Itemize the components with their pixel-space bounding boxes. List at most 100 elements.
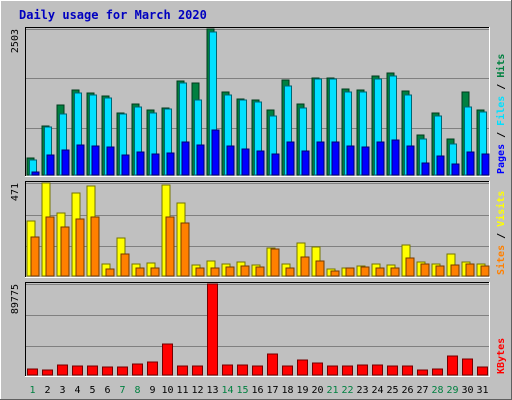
bar-pages-day-28 bbox=[436, 155, 445, 176]
bar-sites-day-9 bbox=[150, 267, 160, 277]
bar-kbytes-day-9 bbox=[147, 361, 158, 376]
bar-sites-day-3 bbox=[60, 226, 70, 277]
y-max-label: 89775 bbox=[10, 284, 21, 314]
bar-kbytes-day-22 bbox=[342, 365, 353, 376]
bar-pages-day-11 bbox=[181, 141, 190, 176]
x-tick-label-day-24: 24 bbox=[371, 385, 383, 396]
panel-kbytes: 89775 KBytes bbox=[10, 282, 507, 377]
bar-kbytes-day-26 bbox=[402, 365, 413, 376]
bar-pages-day-31 bbox=[481, 153, 490, 176]
bar-pages-day-25 bbox=[391, 139, 400, 176]
bar-kbytes-day-10 bbox=[162, 343, 173, 376]
bar-kbytes-day-24 bbox=[372, 364, 383, 376]
x-tick-label-day-22: 22 bbox=[341, 385, 353, 396]
bar-kbytes-day-30 bbox=[462, 358, 473, 376]
x-tick-label-day-16: 16 bbox=[251, 385, 263, 396]
x-tick-label-day-25: 25 bbox=[386, 385, 398, 396]
bar-sites-day-14 bbox=[225, 266, 235, 277]
x-tick-label-day-27: 27 bbox=[416, 385, 428, 396]
x-tick-label-day-9: 9 bbox=[149, 385, 155, 396]
bar-kbytes-day-21 bbox=[327, 365, 338, 376]
bar-sites-day-23 bbox=[360, 266, 370, 277]
x-tick-label-day-29: 29 bbox=[446, 385, 458, 396]
bar-pages-day-4 bbox=[76, 144, 85, 176]
bar-pages-day-26 bbox=[406, 145, 415, 176]
bar-sites-day-31 bbox=[480, 265, 490, 277]
bar-kbytes-day-7 bbox=[117, 366, 128, 376]
bar-pages-day-23 bbox=[361, 146, 370, 176]
x-tick-label-day-6: 6 bbox=[104, 385, 110, 396]
bar-kbytes-day-13 bbox=[207, 283, 218, 376]
bar-sites-day-17 bbox=[270, 248, 280, 277]
y-max-label: 471 bbox=[10, 183, 21, 201]
x-tick-label-day-15: 15 bbox=[236, 385, 248, 396]
chart-title: Daily usage for March 2020 bbox=[19, 8, 207, 22]
x-tick-label-day-14: 14 bbox=[221, 385, 233, 396]
bar-sites-day-4 bbox=[75, 218, 85, 277]
bar-pages-day-14 bbox=[226, 145, 235, 176]
bar-kbytes-day-25 bbox=[387, 365, 398, 376]
x-tick-label-day-8: 8 bbox=[134, 385, 140, 396]
bar-kbytes-day-3 bbox=[57, 364, 68, 376]
x-tick-label-day-19: 19 bbox=[296, 385, 308, 396]
bar-kbytes-day-1 bbox=[27, 368, 38, 376]
bar-pages-day-22 bbox=[346, 145, 355, 176]
x-tick-label-day-5: 5 bbox=[89, 385, 95, 396]
bar-sites-day-11 bbox=[180, 222, 190, 277]
bar-pages-day-10 bbox=[166, 152, 175, 176]
bar-kbytes-day-11 bbox=[177, 365, 188, 376]
bar-kbytes-day-8 bbox=[132, 363, 143, 376]
bar-sites-day-20 bbox=[315, 260, 325, 277]
panel-background bbox=[25, 282, 490, 377]
x-tick-label-day-23: 23 bbox=[356, 385, 368, 396]
bar-pages-day-18 bbox=[286, 141, 295, 176]
x-tick-label-day-2: 2 bbox=[44, 385, 50, 396]
bar-sites-day-13 bbox=[210, 267, 220, 277]
bar-sites-day-18 bbox=[285, 267, 295, 277]
x-tick-label-day-7: 7 bbox=[119, 385, 125, 396]
bar-kbytes-day-6 bbox=[102, 366, 113, 376]
bar-sites-day-5 bbox=[90, 216, 100, 277]
legend-separator: / bbox=[496, 227, 507, 245]
bar-pages-day-16 bbox=[256, 150, 265, 176]
bar-pages-day-7 bbox=[121, 154, 130, 176]
bar-sites-day-2 bbox=[45, 216, 55, 277]
bar-pages-day-17 bbox=[271, 153, 280, 176]
bar-pages-day-3 bbox=[61, 149, 70, 176]
legend-separator: / bbox=[496, 126, 507, 144]
legend-sites: Sites bbox=[495, 245, 507, 275]
bar-kbytes-day-12 bbox=[192, 365, 203, 376]
bar-kbytes-day-14 bbox=[222, 364, 233, 376]
x-tick-label-day-1: 1 bbox=[29, 385, 35, 396]
panel-visits-sites: 471 Sites / Visits bbox=[10, 181, 507, 278]
bar-sites-day-28 bbox=[435, 265, 445, 277]
bar-sites-day-21 bbox=[330, 270, 340, 277]
bar-kbytes-day-20 bbox=[312, 362, 323, 376]
x-axis-labels: 1 2 3 4 5 6 7 8 9 10 11 12 13 14 15 16 17 18 19 20 21 22 23 24 2… bbox=[29, 385, 488, 396]
bar-sites-day-24 bbox=[375, 267, 385, 277]
bar-kbytes-day-5 bbox=[87, 365, 98, 376]
x-tick-label-day-4: 4 bbox=[74, 385, 80, 396]
bar-sites-day-1 bbox=[30, 236, 40, 277]
bar-kbytes-day-28 bbox=[432, 368, 443, 376]
bar-kbytes-day-16 bbox=[252, 365, 263, 376]
legend-files: Files bbox=[495, 96, 507, 126]
bar-sites-day-30 bbox=[465, 263, 475, 277]
x-tick-label-day-30: 30 bbox=[461, 385, 473, 396]
bar-pages-day-12 bbox=[196, 144, 205, 176]
bar-sites-day-27 bbox=[420, 263, 430, 277]
bar-sites-day-6 bbox=[105, 268, 115, 277]
x-tick-label-day-21: 21 bbox=[326, 385, 338, 396]
x-tick-label-day-10: 10 bbox=[161, 385, 173, 396]
bar-sites-day-8 bbox=[135, 267, 145, 277]
x-tick-label-day-31: 31 bbox=[476, 385, 488, 396]
legend-kbytes: KBytes bbox=[496, 338, 507, 374]
x-tick-label-day-11: 11 bbox=[176, 385, 188, 396]
bar-kbytes-day-27 bbox=[417, 369, 428, 376]
bar-kbytes-day-29 bbox=[447, 355, 458, 376]
bar-sites-day-25 bbox=[390, 267, 400, 277]
bar-pages-day-21 bbox=[331, 141, 340, 176]
bar-kbytes-day-18 bbox=[282, 365, 293, 376]
bar-sites-day-15 bbox=[240, 265, 250, 277]
